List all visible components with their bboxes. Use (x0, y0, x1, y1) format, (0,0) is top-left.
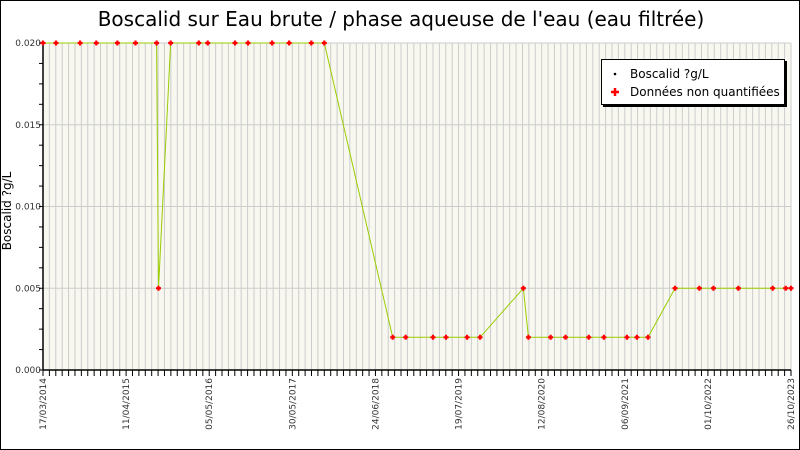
data-point (114, 40, 120, 46)
legend-label: Données non quantifiées (630, 85, 780, 99)
y-tick-label: 0.020 (15, 39, 41, 49)
data-point (40, 40, 46, 46)
data-point (308, 40, 314, 46)
data-point (710, 285, 716, 291)
x-tick-label: 05/05/2016 (205, 378, 215, 430)
data-point (624, 334, 630, 340)
data-point (563, 334, 569, 340)
x-tick-label: 01/10/2022 (704, 378, 714, 430)
x-tick-label: 26/10/2023 (787, 378, 797, 430)
data-point (464, 334, 470, 340)
legend-item-series: Boscalid ?g/L (610, 66, 709, 82)
data-point (735, 285, 741, 291)
data-point (154, 40, 160, 46)
data-point (168, 40, 174, 46)
data-point (696, 285, 702, 291)
x-tick-label: 17/03/2014 (39, 378, 49, 430)
data-point (601, 334, 607, 340)
data-point (390, 334, 396, 340)
data-point (196, 40, 202, 46)
data-point (245, 40, 251, 46)
x-tick-label: 24/06/2018 (371, 378, 381, 430)
legend-dot-icon (613, 72, 617, 76)
data-point (132, 40, 138, 46)
legend-plus-icon (611, 88, 619, 96)
data-point (477, 334, 483, 340)
data-point (156, 285, 162, 291)
data-point (321, 40, 327, 46)
y-tick-label: 0.000 (15, 366, 41, 376)
data-point (525, 334, 531, 340)
data-point (672, 285, 678, 291)
data-point (520, 285, 526, 291)
data-point (93, 40, 99, 46)
y-tick-label: 0.010 (15, 203, 41, 213)
data-point (788, 285, 794, 291)
x-tick-label: 19/07/2019 (455, 378, 465, 430)
data-point (586, 334, 592, 340)
x-tick-label: 06/09/2021 (621, 378, 631, 430)
data-point (548, 334, 554, 340)
legend: Boscalid ?g/L Données non quantifiées (601, 59, 785, 105)
data-point (403, 334, 409, 340)
data-point (443, 334, 449, 340)
y-tick-label: 0.015 (15, 121, 41, 131)
x-tick-label: 30/05/2017 (288, 378, 298, 430)
data-point (286, 40, 292, 46)
data-point (634, 334, 640, 340)
data-point (205, 40, 211, 46)
data-point (269, 40, 275, 46)
data-point (232, 40, 238, 46)
y-tick-label: 0.005 (15, 284, 41, 294)
data-point (430, 334, 436, 340)
data-point (77, 40, 83, 46)
x-tick-label: 11/04/2015 (122, 378, 132, 430)
legend-item-nq: Données non quantifiées (610, 84, 780, 100)
data-point (783, 285, 789, 291)
data-point (53, 40, 59, 46)
legend-label: Boscalid ?g/L (630, 67, 709, 81)
data-point (770, 285, 776, 291)
chart-title: Boscalid sur Eau brute / phase aqueuse d… (97, 7, 705, 31)
data-point (645, 334, 651, 340)
x-tick-label: 12/08/2020 (538, 378, 548, 430)
